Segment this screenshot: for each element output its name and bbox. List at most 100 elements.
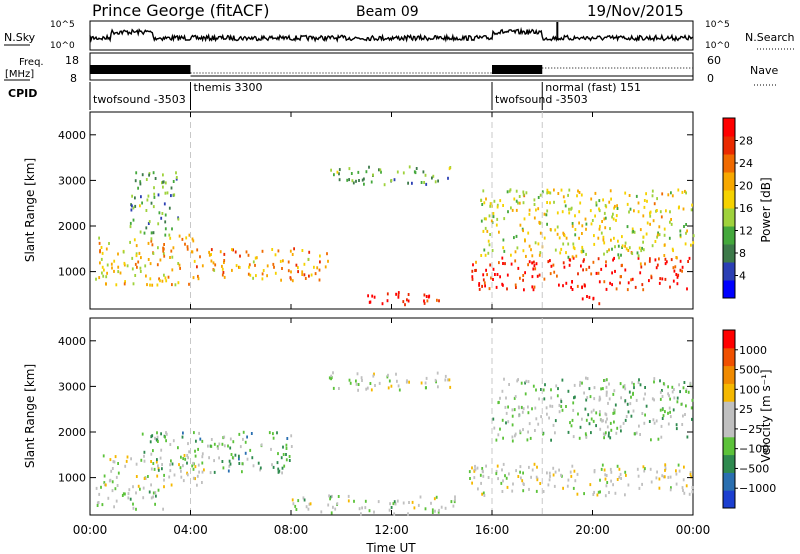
echo-cell <box>626 202 629 206</box>
echo-cell <box>572 242 575 246</box>
echo-cell <box>508 383 510 386</box>
echo-cell <box>417 503 420 507</box>
echo-cell <box>248 265 250 269</box>
echo-cell <box>162 180 165 184</box>
echo-cell <box>179 466 182 470</box>
beam-label: Beam 09 <box>356 4 419 20</box>
echo-cell <box>573 396 575 400</box>
echo-cell <box>420 181 423 184</box>
y-tick-label: 3000 <box>58 380 86 393</box>
echo-cell <box>681 423 684 426</box>
echo-cell <box>639 228 642 232</box>
echo-cell <box>531 407 533 411</box>
echo-cell <box>425 376 428 380</box>
echo-cell <box>543 397 546 401</box>
echo-cell <box>633 432 636 436</box>
echo-cell <box>544 383 546 387</box>
echo-cell <box>154 436 156 440</box>
echo-cell <box>558 236 561 240</box>
nsky-tick-top: 10^5 <box>50 20 75 30</box>
echo-cell <box>355 179 357 183</box>
echo-cell <box>683 225 685 228</box>
echo-cell <box>221 267 224 271</box>
echo-cell <box>180 469 182 473</box>
echo-cell <box>379 168 382 172</box>
echo-cell <box>585 418 588 422</box>
echo-cell <box>194 454 197 458</box>
echo-cell <box>490 276 492 280</box>
echo-cell <box>615 431 618 435</box>
echo-cell <box>661 277 664 281</box>
echo-cell <box>444 374 447 378</box>
echo-cell <box>542 388 545 392</box>
echo-cell <box>319 260 321 264</box>
echo-cell <box>653 202 656 206</box>
echo-cell <box>123 263 126 267</box>
echo-cell <box>575 254 578 258</box>
echo-cell <box>106 263 109 267</box>
echo-cell <box>474 464 476 468</box>
echo-cell <box>687 390 690 394</box>
echo-cell <box>671 194 674 198</box>
echo-cell <box>123 282 126 286</box>
echo-cell <box>631 277 634 281</box>
echo-cell <box>667 422 670 426</box>
echo-cell <box>436 298 438 302</box>
echo-cell <box>648 420 651 423</box>
colorbar-segment <box>723 226 735 245</box>
echo-cell <box>525 254 527 258</box>
echo-cell <box>163 202 166 206</box>
echo-cell <box>150 467 153 471</box>
echo-cell <box>231 248 233 252</box>
echo-cell <box>535 475 538 479</box>
echo-cell <box>522 471 524 475</box>
echo-cell <box>608 431 610 435</box>
echo-cell <box>621 246 623 249</box>
echo-cell <box>161 279 164 283</box>
echo-cell <box>134 262 137 266</box>
echo-cell <box>140 195 142 199</box>
echo-cell <box>152 171 155 175</box>
echo-cell <box>663 254 666 257</box>
echo-cell <box>242 437 244 441</box>
echo-cell <box>572 245 575 249</box>
echo-cell <box>635 194 638 198</box>
echo-cell <box>122 250 125 254</box>
echo-cell <box>158 277 160 281</box>
echo-cell <box>574 233 577 237</box>
echo-cell <box>201 470 204 474</box>
echo-cell <box>610 470 613 474</box>
echo-cell <box>134 204 137 208</box>
echo-cell <box>604 378 607 382</box>
echo-cell <box>337 495 340 498</box>
echo-cell <box>282 453 285 456</box>
nsky-tick-bottom: 10^0 <box>50 41 75 51</box>
echo-cell <box>613 236 615 240</box>
echo-cell <box>308 274 310 278</box>
echo-cell <box>127 496 130 500</box>
echo-cell <box>539 482 542 485</box>
echo-cell <box>479 473 482 477</box>
echo-cell <box>683 381 686 384</box>
echo-cell <box>658 281 661 285</box>
echo-cell <box>169 236 172 240</box>
echo-cell <box>123 261 126 265</box>
colorbar-segment <box>723 136 735 155</box>
echo-cell <box>642 248 645 252</box>
echo-cell <box>156 283 159 287</box>
echo-cell <box>646 199 648 203</box>
echo-cell <box>598 302 601 306</box>
echo-cell <box>511 423 514 427</box>
echo-cell <box>388 379 391 383</box>
nsearch-tick-top: 10^5 <box>705 20 730 30</box>
echo-cell <box>349 381 352 385</box>
echo-cell <box>539 221 542 225</box>
echo-cell <box>408 380 410 384</box>
echo-cell <box>148 173 150 177</box>
echo-cell <box>662 382 665 386</box>
echo-cell <box>483 281 486 285</box>
echo-cell <box>473 476 476 480</box>
echo-cell <box>159 258 162 262</box>
echo-cell <box>533 285 536 289</box>
echo-cell <box>620 253 622 257</box>
